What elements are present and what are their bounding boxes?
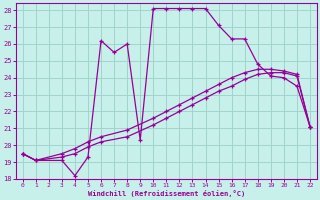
- X-axis label: Windchill (Refroidissement éolien,°C): Windchill (Refroidissement éolien,°C): [88, 190, 245, 197]
